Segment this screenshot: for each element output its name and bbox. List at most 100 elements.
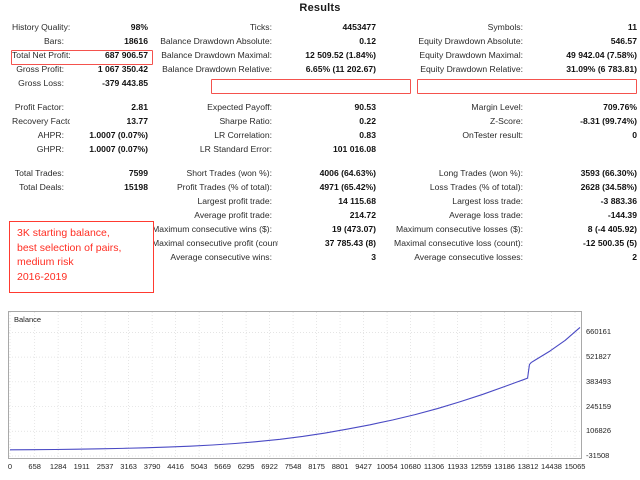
stats-row: Maximum consecutive wins ($): 19 (473.07)… — [0, 222, 640, 236]
stat-label: LR Standard Error: — [199, 144, 272, 154]
stat-label: Long Trades (won %): — [438, 168, 523, 178]
stat-z-score: Z-Score: -8.31 (99.74%) — [380, 114, 640, 128]
x-tick-label: 1911 — [73, 462, 90, 471]
stat-bars: Bars: 18616 — [0, 34, 152, 48]
stat-label: Maximum consecutive losses ($): — [395, 224, 523, 234]
x-tick-label: 1284 — [49, 462, 67, 471]
stat-value: 546.57 — [610, 36, 637, 46]
stat-value: -8.31 (99.74%) — [580, 116, 637, 126]
stat-value: 709.76% — [603, 102, 637, 112]
statistics-grid: History Quality: 98% Ticks: 4453477 Symbols:… — [0, 20, 640, 264]
stat-maximal-consecutive-loss-count: Maximal consecutive loss (count): -12 500… — [380, 236, 640, 250]
stat-value: 37 785.43 (8) — [324, 238, 376, 248]
stat-value: 3593 (66.30%) — [580, 168, 637, 178]
x-tick-label: 8801 — [331, 462, 349, 471]
stat-value: 1.0007 (0.07%) — [89, 130, 148, 140]
x-tick-label: 3163 — [120, 462, 137, 471]
stat-profit-trades-of-total: Profit Trades (% of total): 4971 (65.42%) — [152, 180, 380, 194]
annotation-note: 3K starting balance, best selection of p… — [9, 221, 154, 293]
stats-row: Bars: 18616 Balance Drawdown Absolute: 0.12… — [0, 34, 640, 48]
x-tick-label: 10680 — [400, 462, 421, 471]
stat-value: 19 (473.07) — [332, 224, 376, 234]
stat-value: 101 016.08 — [332, 144, 376, 154]
x-tick-label: 12559 — [470, 462, 492, 471]
stat-label: Equity Drawdown Relative: — [420, 64, 523, 74]
stat-label: Loss Trades (% of total): — [429, 182, 523, 192]
x-tick-label: 10054 — [376, 462, 398, 471]
stat-label: Sharpe Ratio: — [219, 116, 272, 126]
y-tick-label: 245159 — [586, 401, 612, 411]
stat-label: Maximal consecutive loss (count): — [394, 238, 523, 248]
stats-row: AHPR: 1.0007 (0.07%) LR Correlation: 0.83 On… — [0, 128, 640, 142]
stats-row-spacer — [0, 90, 640, 100]
stat-value: 6.65% (11 202.67) — [305, 64, 376, 74]
stat-value: 11 — [627, 22, 637, 32]
stats-row: Total Trades: 7599 Short Trades (won %): 40… — [0, 166, 640, 180]
stat-value: 1 067 350.42 — [97, 64, 148, 74]
stat-lr-correlation: LR Correlation: 0.83 — [152, 128, 380, 142]
stat-label: Short Trades (won %): — [186, 168, 273, 178]
stat-label: Gross Profit: — [16, 64, 64, 74]
chart-plot-area[interactable]: Balance — [8, 311, 582, 459]
stat-total-trades: Total Trades: 7599 — [0, 166, 152, 180]
stat-label: Bars: — [43, 36, 64, 46]
stat-label: Total Trades: — [14, 168, 64, 178]
annotation-line-2: best selection of pairs, — [17, 241, 122, 254]
chart-canvas — [9, 312, 581, 458]
stat-balance-drawdown-maximal: Balance Drawdown Maximal: 12 509.52 (1.84… — [152, 48, 380, 62]
stat-ticks: Ticks: 4453477 — [152, 20, 380, 34]
stat-maximum-consecutive-wins: Maximum consecutive wins ($): 19 (473.07) — [152, 222, 380, 236]
stat-sharpe-ratio: Sharpe Ratio: 0.22 — [152, 114, 380, 128]
stat-label: Average consecutive wins: — [170, 252, 272, 262]
x-tick-label: 3790 — [143, 462, 161, 471]
stats-row: Profit Factor: 2.81 Expected Payoff: 90.53 M… — [0, 100, 640, 114]
x-tick-label: 13186 — [494, 462, 515, 471]
stat-value: 8 (-4 405.92) — [587, 224, 637, 234]
stat-value: 4006 (64.63%) — [319, 168, 376, 178]
stats-row: Recovery Factor: 13.77 Sharpe Ratio: 0.22 Z-… — [0, 114, 640, 128]
balance-line — [9, 326, 581, 451]
stat-label: Balance Drawdown Relative: — [162, 64, 272, 74]
stat-value: 687 906.57 — [104, 50, 148, 60]
stat-expected-payoff: Expected Payoff: 90.53 — [152, 100, 380, 114]
x-tick-label: 6295 — [237, 462, 255, 471]
stat-value: 0.22 — [359, 116, 376, 126]
stat-value: -379 443.85 — [102, 78, 148, 88]
stats-row: Gross Loss: -379 443.85 — [0, 76, 640, 90]
stat-ontester-result: OnTester result: 0 — [380, 128, 640, 142]
y-tick-label: 660161 — [586, 327, 612, 337]
stat-maximum-consecutive-losses: Maximum consecutive losses ($): 8 (-4 405… — [380, 222, 640, 236]
stat-label: Ticks: — [249, 22, 272, 32]
chart-legend-label: Balance — [14, 315, 42, 324]
stat-profit-factor: Profit Factor: 2.81 — [0, 100, 152, 114]
stat-label: Margin Level: — [471, 102, 523, 112]
stat-gross-loss: Gross Loss: -379 443.85 — [0, 76, 152, 90]
stat-equity-drawdown-relative: Equity Drawdown Relative: 31.09% (6 783.8… — [380, 62, 640, 76]
stats-row-spacer — [0, 156, 640, 166]
annotation-line-3: medium risk — [17, 256, 74, 268]
stat-label: Largest loss trade: — [452, 196, 523, 206]
stat-average-consecutive-losses: Average consecutive losses: 2 — [380, 250, 640, 264]
stat-value: 31.09% (6 783.81) — [566, 64, 637, 74]
stat-equity-drawdown-maximal: Equity Drawdown Maximal: 49 942.04 (7.58%… — [380, 48, 640, 62]
page-title: Results — [299, 2, 341, 14]
stat-short-trades-won: Short Trades (won %): 4006 (64.63%) — [152, 166, 380, 180]
stat-label: Average loss trade: — [449, 210, 523, 220]
stat-value: 2628 (34.58%) — [580, 182, 637, 192]
stat-margin-level: Margin Level: 709.76% — [380, 100, 640, 114]
stat-label: Total Deals: — [19, 182, 64, 192]
stat-lr-standard-error: LR Standard Error: 101 016.08 — [152, 142, 380, 156]
stat-label: Largest profit trade: — [197, 196, 272, 206]
balance-chart[interactable]: Balance -31508 106826 245159 383493 521827 66… — [8, 311, 632, 461]
stat-average-consecutive-wins: Average consecutive wins: 3 — [152, 250, 380, 264]
stat-value: 98% — [130, 22, 148, 32]
stat-label: GHPR: — [36, 144, 64, 154]
stat-label: Average profit trade: — [194, 210, 272, 220]
stat-label: Profit Trades (% of total): — [176, 182, 272, 192]
stat-value: 4453477 — [342, 22, 376, 32]
stat-value: 15198 — [124, 182, 148, 192]
stat-average-loss-trade: Average loss trade: -144.39 — [380, 208, 640, 222]
stat-total-deals: Total Deals: 15198 — [0, 180, 152, 194]
stat-label: Symbols: — [487, 22, 523, 32]
